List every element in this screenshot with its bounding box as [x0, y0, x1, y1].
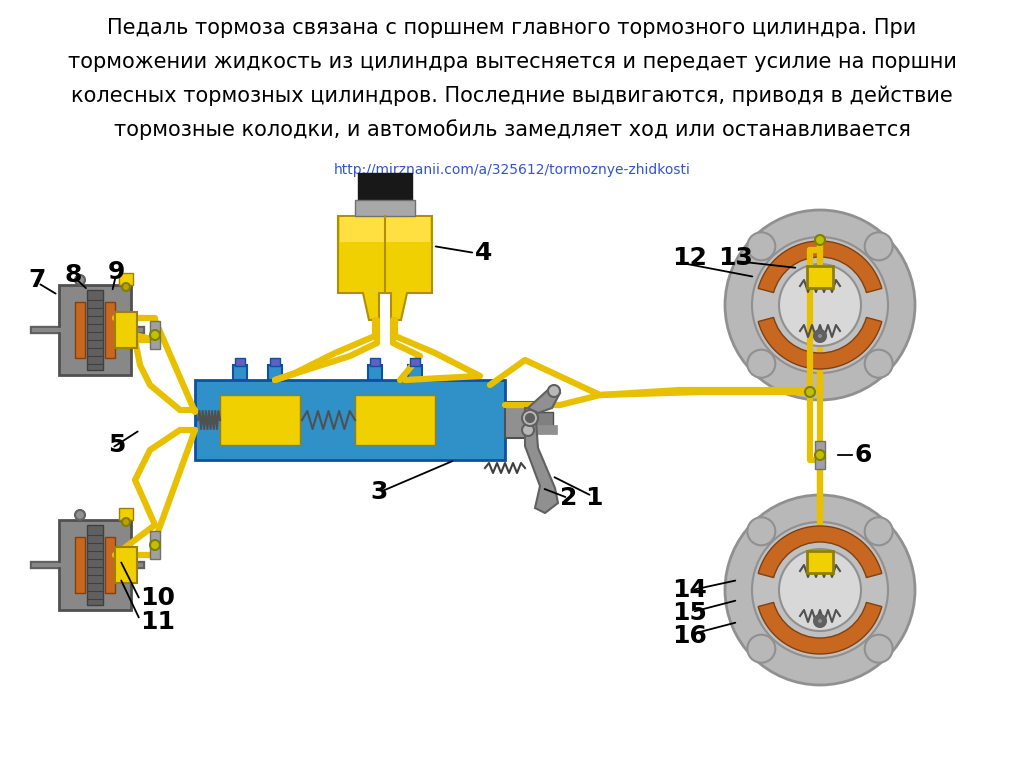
- Bar: [87, 290, 103, 370]
- Bar: [115, 547, 137, 583]
- Text: 6: 6: [855, 443, 872, 467]
- Text: 14: 14: [672, 578, 707, 602]
- Circle shape: [748, 634, 775, 663]
- Polygon shape: [338, 216, 432, 320]
- Circle shape: [864, 232, 893, 260]
- Bar: [105, 537, 115, 593]
- Bar: [234, 358, 245, 366]
- Bar: [195, 380, 505, 460]
- Circle shape: [748, 350, 775, 377]
- Circle shape: [526, 414, 534, 422]
- Circle shape: [815, 235, 825, 245]
- Text: колесных тормозных цилиндров. Последние выдвигаются, приводя в действие: колесных тормозных цилиндров. Последние …: [71, 86, 953, 107]
- Bar: [105, 302, 115, 358]
- Wedge shape: [758, 602, 882, 654]
- Circle shape: [748, 232, 775, 260]
- Bar: [59, 285, 131, 375]
- Bar: [75, 537, 85, 593]
- Polygon shape: [525, 408, 558, 513]
- Circle shape: [522, 424, 534, 436]
- Circle shape: [814, 615, 826, 627]
- Text: http://mirznanii.com/a/325612/tormoznye-zhidkosti: http://mirznanii.com/a/325612/tormoznye-…: [334, 163, 690, 177]
- Text: 15: 15: [672, 601, 707, 625]
- Text: 2: 2: [560, 486, 578, 510]
- Text: 11: 11: [140, 610, 175, 634]
- Wedge shape: [758, 526, 882, 578]
- Bar: [368, 365, 382, 380]
- Text: 8: 8: [65, 263, 82, 287]
- Circle shape: [817, 333, 823, 339]
- Bar: [220, 395, 300, 445]
- Bar: [233, 365, 247, 380]
- Circle shape: [864, 634, 893, 663]
- Bar: [370, 358, 380, 366]
- Text: 1: 1: [585, 486, 602, 510]
- Text: тормозные колодки, и автомобиль замедляет ход или останавливается: тормозные колодки, и автомобиль замедляе…: [114, 120, 910, 140]
- Bar: [807, 551, 833, 573]
- Bar: [340, 217, 430, 242]
- Circle shape: [779, 264, 861, 346]
- Circle shape: [748, 517, 775, 545]
- Bar: [505, 402, 534, 438]
- Circle shape: [725, 210, 915, 400]
- Bar: [270, 358, 280, 366]
- Text: 10: 10: [140, 586, 175, 610]
- Bar: [355, 395, 435, 445]
- Bar: [59, 520, 131, 610]
- Circle shape: [805, 387, 815, 397]
- Circle shape: [150, 540, 160, 550]
- Circle shape: [779, 549, 861, 631]
- Circle shape: [548, 385, 560, 397]
- Circle shape: [122, 283, 130, 291]
- Circle shape: [864, 517, 893, 545]
- Bar: [358, 173, 412, 203]
- Bar: [268, 365, 282, 380]
- Circle shape: [817, 618, 823, 624]
- Text: 5: 5: [108, 433, 125, 457]
- Wedge shape: [758, 318, 882, 369]
- Text: торможении жидкость из цилиндра вытесняется и передает усилие на поршни: торможении жидкость из цилиндра вытесняе…: [68, 52, 956, 72]
- Circle shape: [864, 350, 893, 377]
- Text: 9: 9: [108, 260, 125, 284]
- Circle shape: [522, 410, 538, 426]
- Bar: [119, 508, 133, 520]
- Bar: [355, 200, 415, 216]
- Circle shape: [75, 510, 85, 520]
- Circle shape: [725, 495, 915, 685]
- Text: 12: 12: [672, 246, 707, 270]
- Circle shape: [752, 522, 888, 658]
- Circle shape: [122, 518, 130, 526]
- Bar: [150, 531, 160, 559]
- Bar: [815, 441, 825, 469]
- Circle shape: [75, 275, 85, 285]
- Bar: [408, 365, 422, 380]
- Text: Педаль тормоза связана с поршнем главного тормозного цилиндра. При: Педаль тормоза связана с поршнем главног…: [108, 18, 916, 38]
- Text: 7: 7: [28, 268, 45, 292]
- Wedge shape: [758, 241, 882, 292]
- Bar: [150, 321, 160, 349]
- Polygon shape: [528, 388, 560, 413]
- Bar: [534, 412, 553, 428]
- Bar: [115, 312, 137, 348]
- Text: 4: 4: [475, 241, 493, 265]
- Bar: [410, 358, 420, 366]
- Circle shape: [814, 330, 826, 342]
- Text: 16: 16: [672, 624, 707, 648]
- Circle shape: [815, 450, 825, 460]
- Circle shape: [150, 330, 160, 340]
- Bar: [807, 266, 833, 288]
- Circle shape: [752, 237, 888, 373]
- Bar: [75, 302, 85, 358]
- Bar: [119, 273, 133, 285]
- Text: 3: 3: [370, 480, 387, 504]
- Bar: [87, 525, 103, 605]
- Text: 13: 13: [718, 246, 753, 270]
